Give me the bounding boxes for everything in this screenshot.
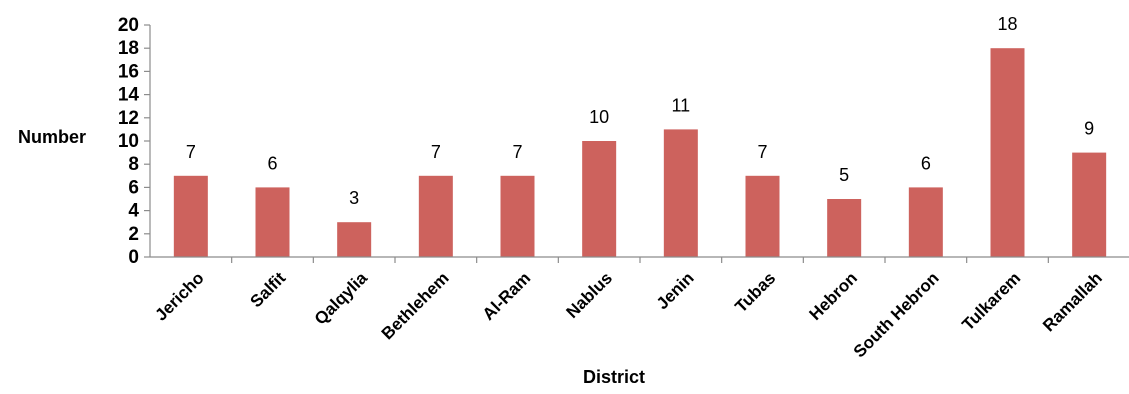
y-tick-label: 2 — [128, 224, 139, 245]
x-tick-label: Bethlehem — [378, 268, 453, 343]
x-tick-label: Hebron — [805, 268, 861, 324]
data-label: 7 — [186, 142, 196, 162]
data-label: 10 — [589, 107, 609, 127]
y-tick-label: 6 — [128, 177, 139, 198]
bar-tubas — [745, 175, 780, 257]
bar-jericho — [173, 175, 208, 257]
data-label: 6 — [921, 153, 931, 173]
y-axis-title: Number — [18, 127, 86, 147]
bar-hebron — [827, 199, 862, 257]
x-tick-label: Tubas — [731, 268, 779, 316]
bar-ramallah — [1072, 152, 1107, 257]
y-tick-label: 10 — [118, 131, 139, 152]
bar-qalqylia — [337, 222, 372, 257]
data-label: 5 — [839, 165, 849, 185]
y-tick-label: 14 — [118, 85, 140, 106]
y-tick-label: 4 — [128, 201, 139, 222]
bar-jenin — [663, 129, 698, 257]
x-tick-label: Qalqylia — [311, 268, 372, 329]
bars — [173, 48, 1107, 258]
x-tick-label: Salfit — [247, 268, 290, 311]
data-label: 7 — [757, 142, 767, 162]
data-label: 9 — [1084, 119, 1094, 139]
bar-al-ram — [500, 175, 535, 257]
x-tick-label: Nablus — [562, 268, 616, 322]
data-labels: 7 6 3 7 7 10 11 7 5 6 18 9 — [186, 14, 1094, 208]
bar-south-hebron — [908, 187, 943, 257]
x-tick-label: Tulkarem — [958, 268, 1024, 334]
y-tick-label: 0 — [128, 247, 139, 268]
data-label: 6 — [267, 153, 277, 173]
x-tick-label: Al-Ram — [479, 268, 535, 324]
bar-tulkarem — [990, 48, 1025, 258]
data-label: 7 — [431, 142, 441, 162]
data-label: 18 — [997, 14, 1017, 34]
x-tick-label: Ramallah — [1039, 268, 1106, 335]
data-label: 7 — [512, 142, 522, 162]
x-axis-ticks: Jericho Salfit Qalqylia Bethlehem Al-Ram Nabl… — [151, 257, 1106, 361]
y-tick-label: 12 — [118, 108, 139, 129]
x-axis-title: District — [583, 367, 645, 387]
bar-bethlehem — [418, 175, 453, 257]
y-tick-label: 16 — [118, 61, 139, 82]
y-tick-label: 18 — [118, 38, 139, 59]
bar-salfit — [255, 187, 290, 257]
x-tick-label: Jericho — [151, 268, 207, 324]
y-tick-label: 8 — [128, 154, 139, 175]
bar-nablus — [582, 141, 617, 257]
data-label: 3 — [349, 188, 359, 208]
x-tick-label: Jenin — [653, 268, 698, 313]
y-tick-label: 20 — [118, 15, 139, 36]
data-label: 11 — [671, 95, 690, 115]
x-tick-label: South Hebron — [850, 268, 943, 361]
